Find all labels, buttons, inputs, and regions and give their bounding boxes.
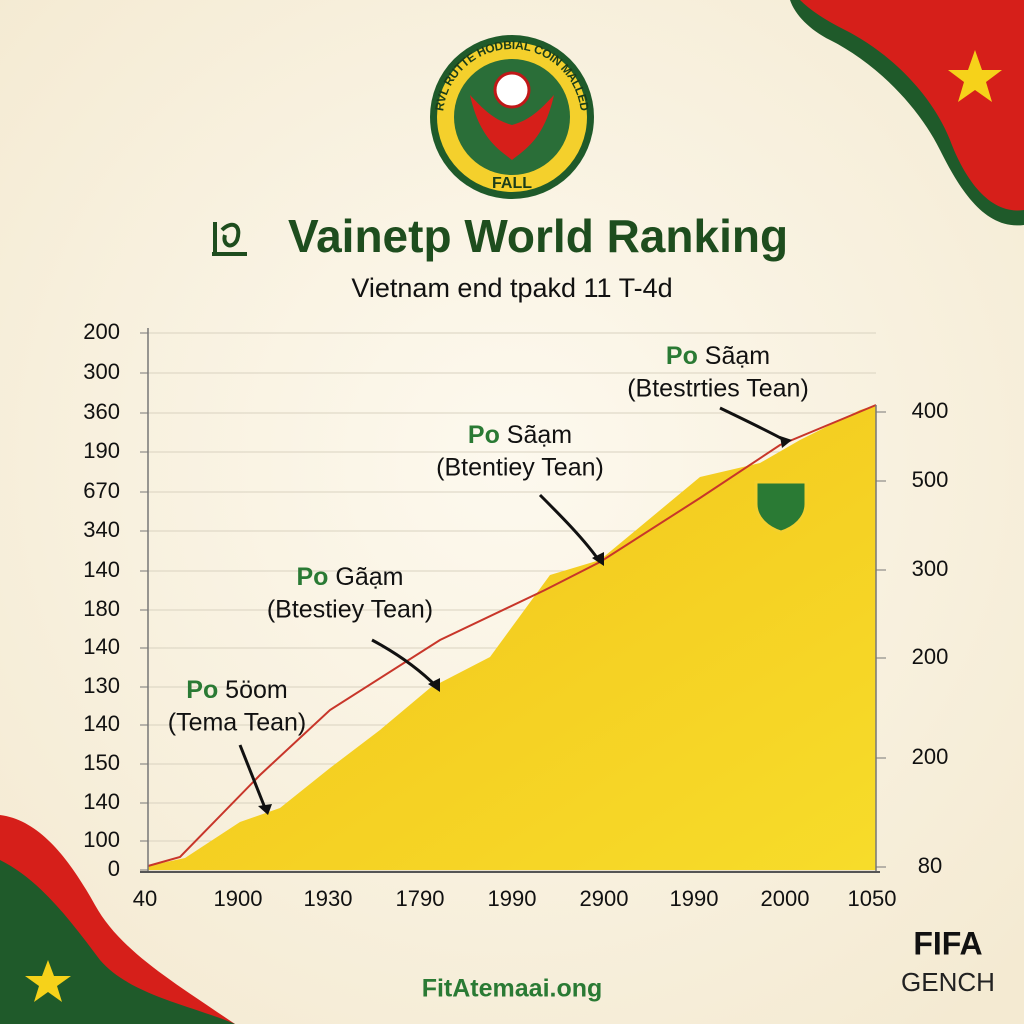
annotation-team: (Btestiey Tean) — [267, 596, 433, 624]
x-axis-label: 1930 — [304, 886, 353, 911]
annotation-prefix: Po — [666, 342, 698, 370]
logo-emblem — [470, 95, 554, 160]
arrowhead — [258, 804, 272, 815]
x-axis-label: 2000 — [761, 886, 810, 911]
arrowhead — [428, 678, 440, 692]
title: Vainetp World Ranking — [288, 210, 788, 262]
left-axis-label: 340 — [83, 517, 120, 542]
left-axis-label: 130 — [83, 673, 120, 698]
annotation-title: Po Sãạm — [666, 342, 770, 370]
left-axis-label: 300 — [83, 359, 120, 384]
right-axis-label: 300 — [912, 556, 949, 581]
left-axis-label: 140 — [83, 789, 120, 814]
left-axis-label: 360 — [83, 399, 120, 424]
left-axis-label: 0 — [108, 856, 120, 881]
left-axis-label: 190 — [83, 438, 120, 463]
left-axis-label: 140 — [83, 711, 120, 736]
annotation-title: Po Gãạm — [297, 563, 404, 591]
right-axis-label: 400 — [912, 398, 949, 423]
logo-bottom-text: FALL — [492, 175, 532, 192]
title-icon — [212, 222, 247, 256]
x-axis-label: 2900 — [580, 886, 629, 911]
x-axis-label: 1900 — [214, 886, 263, 911]
right-axis-label: 200 — [912, 744, 949, 769]
right-axis-label: 80 — [918, 853, 942, 878]
annotation-prefix: Po — [297, 563, 329, 591]
x-axis-label: 1990 — [670, 886, 719, 911]
annotation-team: (Btentiey Tean) — [436, 454, 604, 482]
annotation-name: Sãạm — [705, 342, 770, 370]
annotation-title: Po 5öom — [186, 676, 287, 704]
annotation-name: Gãạm — [335, 563, 403, 591]
brand: GENCH — [901, 967, 995, 997]
left-axis-label: 180 — [83, 596, 120, 621]
x-axis-label: 1990 — [488, 886, 537, 911]
annotation-team: (Tema Tean) — [168, 709, 307, 737]
x-axis-label: 1790 — [396, 886, 445, 911]
x-axis-label: 1050 — [848, 886, 897, 911]
right-axis-label: 500 — [912, 467, 949, 492]
annotation-name: Sãạm — [507, 421, 572, 449]
arrowhead — [780, 436, 792, 448]
left-axis-label: 670 — [83, 478, 120, 503]
brand: FIFA — [913, 925, 982, 961]
star — [948, 50, 1002, 102]
left-axis-label: 140 — [83, 557, 120, 582]
arrow — [238, 744, 267, 809]
left-axis-label: 200 — [83, 319, 120, 344]
left-axis-label: 140 — [83, 634, 120, 659]
arrowhead — [592, 552, 604, 566]
trend-line — [147, 404, 877, 867]
annotation-prefix: Po — [468, 421, 500, 449]
annotation-title: Po Sãạm — [468, 421, 572, 449]
arrowheads — [258, 436, 792, 815]
logo-inner — [454, 59, 570, 175]
left-axis-label: 150 — [83, 750, 120, 775]
left-axis-label: 100 — [83, 827, 120, 852]
arrow — [538, 493, 602, 563]
logo-ball — [493, 71, 531, 109]
corner-red — [800, 0, 1024, 211]
footer: FitAtemaai.ong — [422, 975, 603, 1003]
annotation-prefix: Po — [186, 676, 218, 704]
x-axis-label: 40 — [133, 886, 157, 911]
annotation-name: 5öom — [225, 676, 288, 704]
subtitle: Vietnam end tpakd 11 T-4d — [351, 273, 672, 303]
right-axis-label: 200 — [912, 644, 949, 669]
area — [148, 405, 876, 870]
star — [25, 960, 71, 1002]
shield — [754, 480, 808, 534]
annotation-team: (Btestrties Tean) — [627, 375, 809, 403]
